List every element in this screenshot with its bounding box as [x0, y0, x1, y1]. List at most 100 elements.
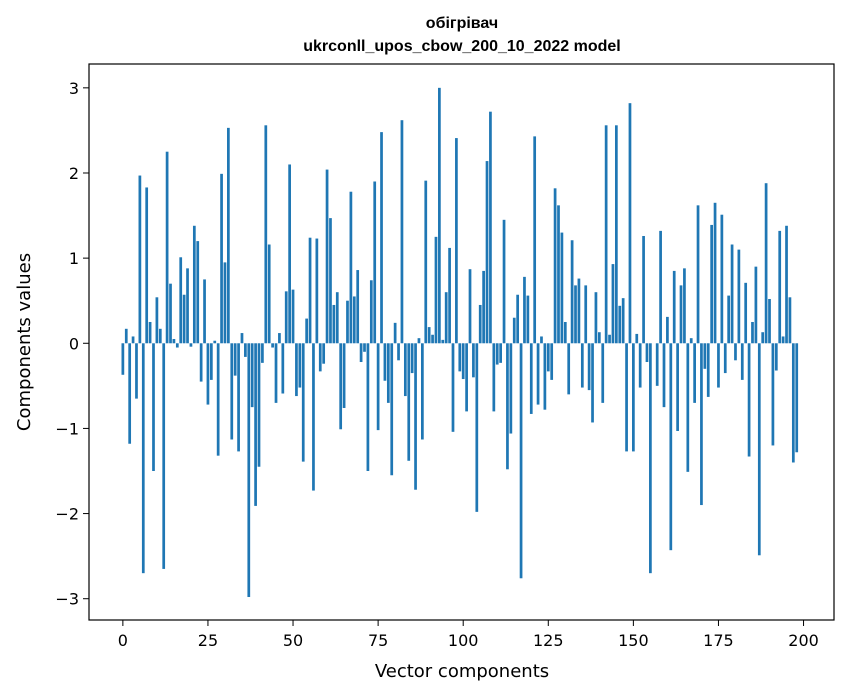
- x-tick-label: 150: [618, 631, 649, 650]
- bar: [162, 343, 166, 569]
- bar: [587, 343, 591, 391]
- bar: [227, 127, 230, 344]
- bar: [751, 321, 754, 344]
- bar: [785, 225, 788, 344]
- bar: [533, 136, 537, 344]
- bar: [482, 270, 485, 344]
- bar: [407, 343, 411, 461]
- bar: [414, 343, 417, 490]
- x-tick-label: 125: [533, 631, 564, 650]
- bar: [567, 343, 571, 395]
- x-axis: 0 25 50 75 100 125 150 175 200: [118, 620, 819, 650]
- bar: [233, 343, 237, 376]
- bar: [434, 236, 438, 344]
- bar: [278, 333, 281, 344]
- x-axis-label: Vector components: [375, 661, 549, 682]
- bar: [574, 285, 577, 344]
- bar: [451, 343, 455, 432]
- bar: [179, 257, 183, 344]
- bar: [244, 343, 247, 357]
- bar: [577, 278, 581, 344]
- bar: [659, 230, 662, 344]
- bar: [247, 343, 251, 598]
- bar: [124, 328, 128, 344]
- bar: [329, 218, 332, 344]
- bar: [727, 295, 731, 344]
- bar: [717, 343, 720, 388]
- bar: [761, 332, 765, 344]
- bar: [128, 343, 132, 444]
- bar: [744, 282, 748, 344]
- bar: [676, 343, 679, 431]
- bar: [795, 343, 799, 453]
- x-tick-label: 200: [788, 631, 819, 650]
- chart-title-line-2: ukrconll_upos_cbow_200_10_2022 model: [303, 38, 620, 55]
- bar: [165, 151, 169, 344]
- bar: [734, 343, 737, 361]
- bar: [148, 321, 152, 344]
- bar: [604, 125, 608, 344]
- bar: [257, 343, 261, 467]
- bar: [516, 294, 520, 344]
- bar: [529, 343, 533, 414]
- bar: [366, 343, 370, 471]
- bar: [672, 270, 676, 344]
- bar: [485, 161, 489, 344]
- bar: [625, 343, 628, 452]
- bar: [264, 125, 268, 344]
- bar: [223, 262, 227, 344]
- bar: [444, 292, 448, 344]
- bar: [700, 343, 703, 506]
- bar: [240, 333, 244, 344]
- bar: [182, 294, 186, 344]
- x-tick-label: 175: [703, 631, 734, 650]
- bar: [145, 187, 149, 344]
- bar: [662, 343, 666, 408]
- bar: [199, 343, 203, 382]
- bar: [352, 296, 356, 344]
- bar: [642, 235, 645, 344]
- bar: [737, 249, 741, 344]
- plot-frame: [88, 63, 835, 621]
- bar: [250, 343, 254, 408]
- bar: [638, 343, 642, 388]
- bar: [495, 343, 499, 365]
- bar: [489, 111, 492, 344]
- bar: [666, 316, 669, 344]
- bar: [512, 317, 516, 344]
- bar: [386, 343, 390, 403]
- bar: [655, 343, 659, 386]
- bar: [152, 343, 155, 471]
- bar: [594, 292, 598, 344]
- bar: [261, 343, 264, 363]
- bar: [597, 332, 601, 344]
- bar: [380, 132, 383, 344]
- bar: [509, 343, 513, 434]
- bar: [506, 343, 509, 470]
- bar: [274, 343, 278, 403]
- bar: [679, 285, 683, 344]
- bar: [376, 343, 380, 431]
- bar: [519, 343, 523, 579]
- bar: [301, 343, 305, 462]
- bar: [403, 343, 407, 397]
- bar: [325, 169, 329, 344]
- bar: [458, 343, 462, 372]
- bar: [209, 343, 213, 380]
- bar: [472, 343, 475, 378]
- bar: [557, 205, 560, 344]
- bar: [730, 244, 734, 344]
- bar: [196, 241, 200, 344]
- bar: [312, 343, 315, 491]
- bar: [189, 343, 193, 347]
- bar: [455, 138, 458, 344]
- bar: [601, 343, 605, 403]
- bar: [492, 343, 496, 412]
- x-tick-label: 100: [448, 631, 479, 650]
- bar: [563, 321, 567, 344]
- bar: [121, 343, 125, 375]
- bar: [689, 338, 693, 344]
- bar: [169, 283, 172, 344]
- bar: [363, 343, 366, 352]
